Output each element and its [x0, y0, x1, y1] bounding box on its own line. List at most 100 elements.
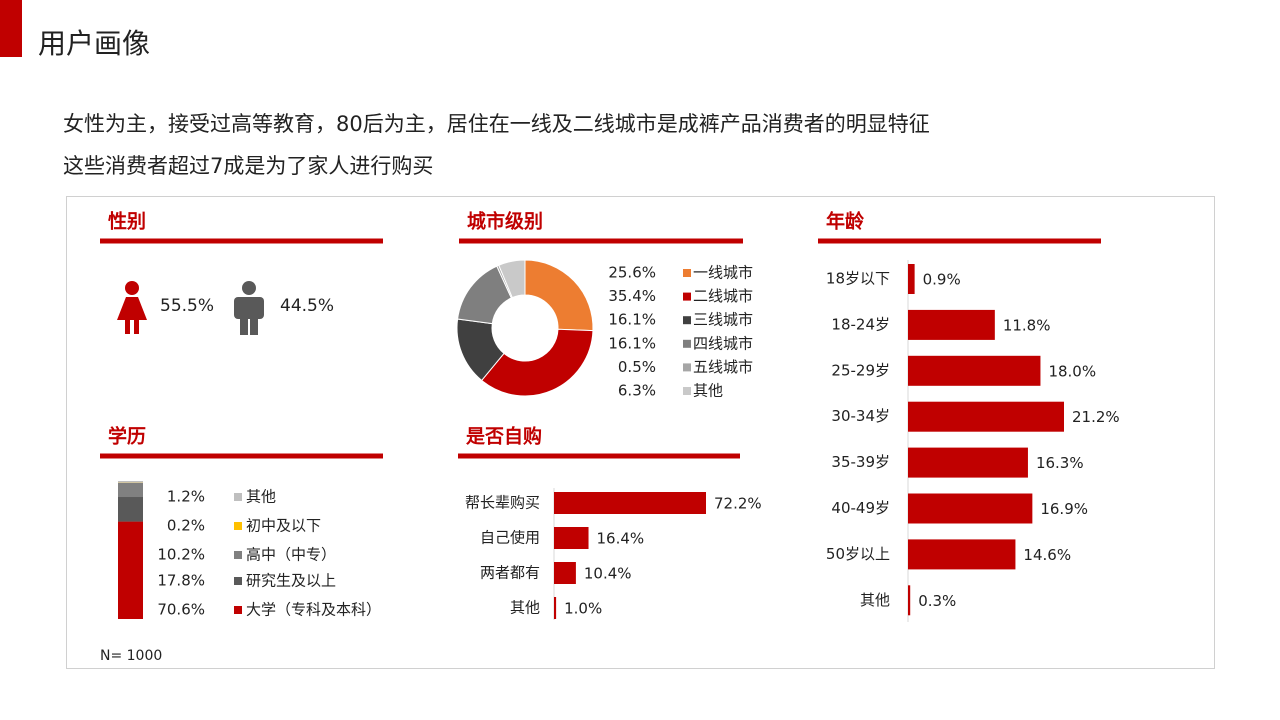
value-label: 44.5%	[280, 296, 334, 316]
subtitle-line: 女性为主，接受过高等教育，80后为主，居住在一线及二线城市是成裤产品消费者的明显…	[63, 112, 930, 136]
section-title: 学历	[108, 425, 146, 448]
legend-swatch	[234, 522, 242, 530]
legend-value: 10.2%	[157, 546, 205, 564]
legend-swatch	[683, 339, 691, 348]
donut-segment	[498, 259, 526, 299]
value-label: 72.2%	[714, 495, 762, 513]
legend-label: 初中及以下	[246, 517, 321, 535]
value-label: 11.8%	[1003, 316, 1051, 334]
legend-swatch	[683, 316, 691, 325]
legend-label: 一线城市	[693, 264, 753, 282]
icon-leg	[240, 315, 248, 335]
legend-swatch	[234, 551, 242, 559]
section-title: 性别	[108, 210, 146, 233]
legend-label: 五线城市	[693, 358, 753, 376]
category-label: 25-29岁	[831, 361, 890, 379]
category-label: 35-39岁	[831, 453, 890, 471]
value-label: 0.9%	[923, 271, 961, 289]
section-title: 是否自购	[466, 425, 542, 448]
value-label: 16.9%	[1040, 500, 1088, 518]
female-icon	[117, 281, 147, 334]
bar	[908, 309, 995, 340]
bar	[554, 527, 589, 549]
icon-body	[234, 297, 264, 319]
bar-segment	[118, 481, 143, 483]
subtitle-line: 这些消费者超过7成是为了家人进行购买	[63, 154, 433, 178]
legend-value: 16.1%	[608, 311, 656, 329]
title-bar	[0, 0, 22, 57]
legend-label: 其他	[693, 382, 723, 400]
category-label: 18-24岁	[831, 315, 890, 333]
category-label: 其他	[860, 591, 890, 609]
value-label: 14.6%	[1023, 546, 1071, 564]
category-label: 帮长辈购买	[465, 494, 540, 512]
bar-segment	[118, 482, 143, 498]
bar	[908, 264, 915, 294]
legend-value: 17.8%	[157, 572, 205, 590]
icon-head	[125, 281, 139, 295]
value-label: 1.0%	[564, 600, 602, 618]
bar	[908, 585, 911, 616]
bar	[554, 562, 576, 584]
bar	[908, 355, 1041, 386]
value-label: 10.4%	[584, 565, 632, 583]
legend-label: 二线城市	[693, 287, 753, 305]
legend-swatch	[234, 493, 242, 501]
bar	[554, 597, 557, 619]
icon-body	[117, 297, 147, 320]
bar	[908, 447, 1028, 478]
value-label: 16.3%	[1036, 454, 1084, 472]
legend-swatch	[234, 606, 242, 614]
bar-segment	[118, 497, 143, 522]
legend-label: 四线城市	[693, 334, 753, 352]
category-label: 两者都有	[480, 564, 540, 582]
icon-leg	[125, 320, 130, 334]
bar	[908, 493, 1033, 524]
legend-value: 0.5%	[618, 358, 656, 376]
legend-value: 16.1%	[608, 334, 656, 352]
legend-value: 0.2%	[167, 517, 205, 535]
legend-swatch	[683, 269, 691, 277]
legend-swatch	[683, 387, 691, 395]
value-label: 0.3%	[918, 592, 956, 610]
legend-label: 研究生及以上	[246, 572, 336, 590]
legend-value: 6.3%	[618, 382, 656, 400]
value-label: 16.4%	[597, 530, 645, 548]
value-label: 55.5%	[160, 296, 214, 316]
section-title: 城市级别	[467, 210, 543, 233]
category-label: 18岁以下	[826, 270, 890, 288]
donut-segment	[480, 328, 594, 397]
legend-label: 高中（中专）	[246, 546, 336, 564]
panel-frame	[66, 196, 1215, 669]
bar	[908, 539, 1016, 570]
sample-note: N= 1000	[100, 648, 162, 664]
icon-leg	[250, 315, 258, 335]
legend-label: 三线城市	[693, 311, 753, 329]
category-label: 其他	[510, 599, 540, 617]
category-label: 50岁以上	[826, 545, 890, 563]
icon-head	[242, 281, 256, 295]
category-label: 30-34岁	[831, 407, 890, 425]
value-label: 18.0%	[1048, 362, 1096, 380]
male-icon	[234, 281, 264, 335]
legend-value: 35.4%	[608, 287, 656, 305]
icon-leg	[134, 320, 139, 334]
section-title: 年龄	[826, 210, 865, 233]
legend-swatch	[234, 577, 242, 585]
category-label: 40-49岁	[831, 499, 890, 517]
bar	[554, 492, 706, 514]
bar-segment	[118, 521, 143, 619]
bar	[908, 401, 1064, 432]
value-label: 21.2%	[1072, 408, 1120, 426]
legend-value: 70.6%	[157, 601, 205, 619]
legend-value: 1.2%	[167, 488, 205, 506]
donut-segment	[524, 259, 594, 332]
category-label: 自己使用	[480, 529, 540, 547]
legend-label: 其他	[246, 488, 276, 506]
legend-swatch	[683, 363, 691, 372]
legend-label: 大学（专科及本科）	[246, 601, 381, 619]
page-title: 用户画像	[38, 27, 150, 60]
legend-swatch	[683, 292, 691, 301]
